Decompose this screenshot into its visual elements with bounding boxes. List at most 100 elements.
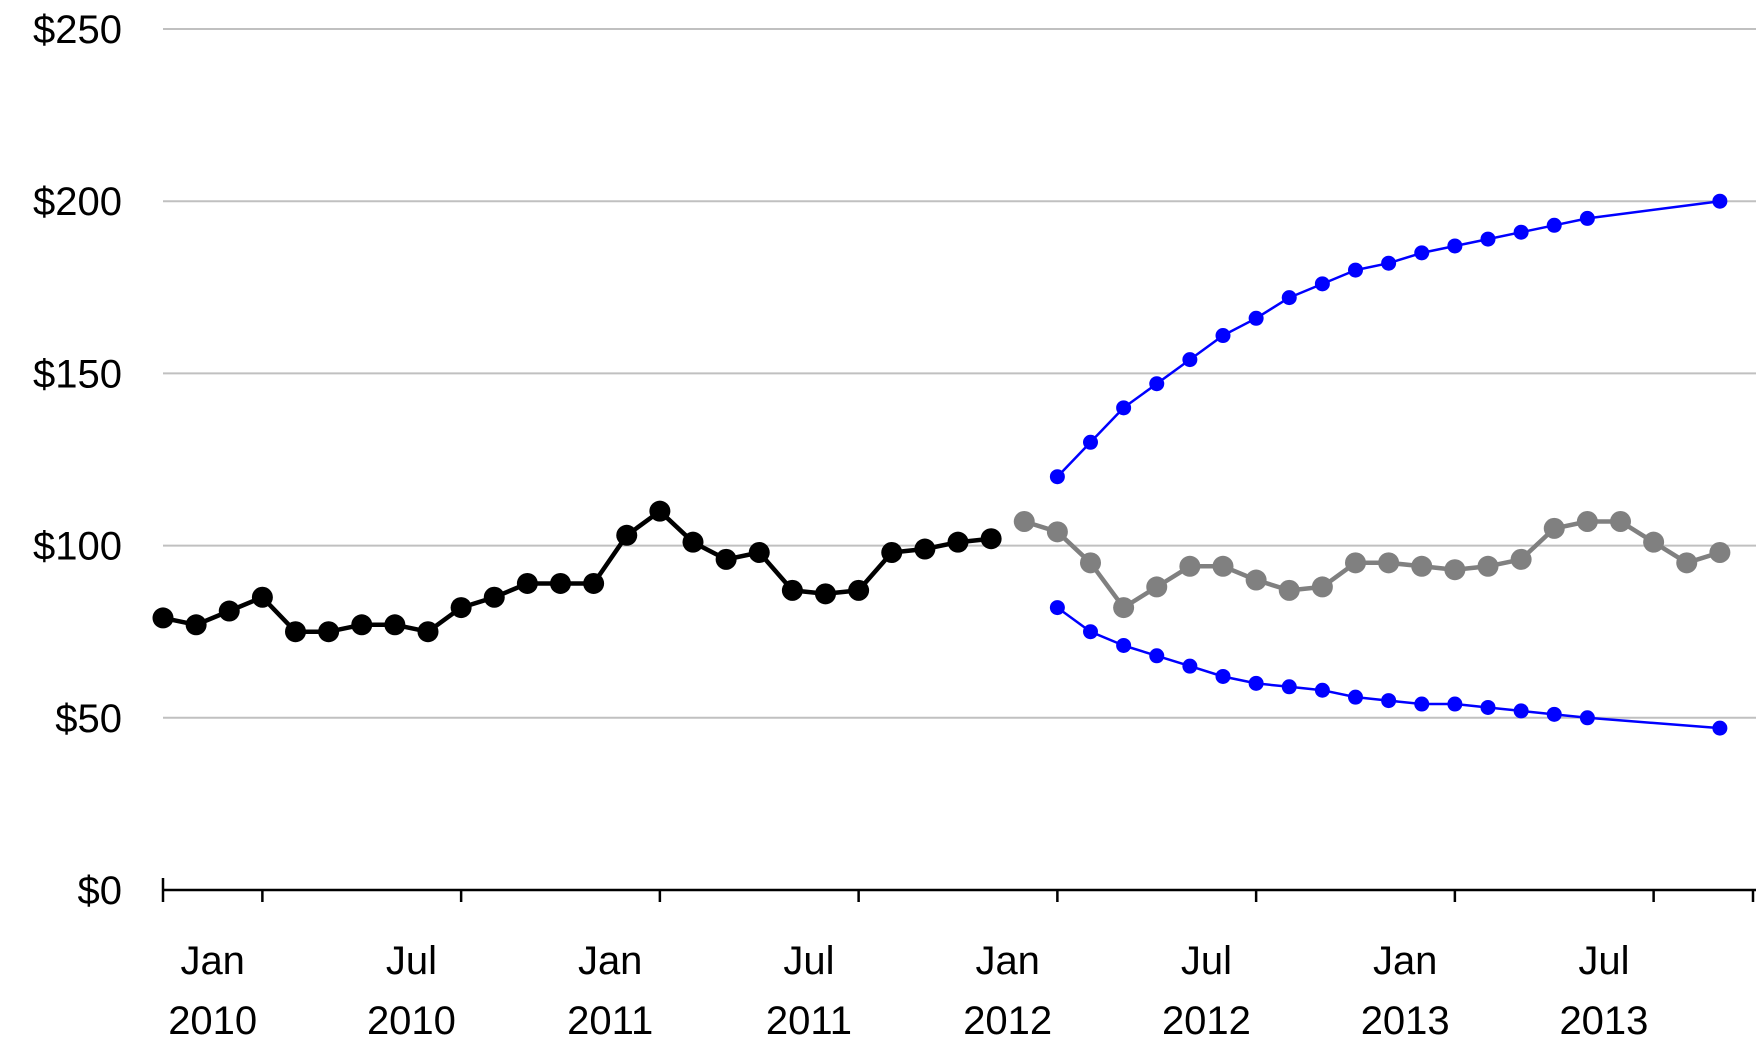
series-3-point <box>1116 637 1132 653</box>
series-0-point <box>583 572 605 594</box>
series-0-point <box>285 621 306 643</box>
series-1-point <box>1179 555 1201 577</box>
series-1-point <box>1643 531 1665 553</box>
x-tick-label-line: Jan <box>578 939 643 983</box>
series-0-point <box>516 572 538 594</box>
series-3-point <box>1579 710 1595 726</box>
series-2-point <box>1579 210 1595 226</box>
series-2-point <box>1116 400 1132 416</box>
series-1-point <box>1411 555 1433 577</box>
series-0-point <box>815 583 836 605</box>
series-1-point <box>1709 541 1731 563</box>
y-tick-label: $200 <box>33 180 122 224</box>
series-2-point <box>1149 376 1165 392</box>
series-1-point <box>1510 548 1532 570</box>
series-1-point <box>1444 559 1466 581</box>
series-0-point <box>748 541 770 563</box>
series-2-point <box>1281 290 1297 306</box>
series-0-point <box>649 500 671 522</box>
series-0-point <box>616 524 638 546</box>
series-2-point <box>1083 434 1098 450</box>
series-0-point <box>980 528 1002 550</box>
x-tick-label-line: Jul <box>1181 939 1232 983</box>
series-2-point <box>1381 255 1397 271</box>
series-3-point <box>1447 696 1463 712</box>
x-tick-label: Jan 2010 <box>168 939 257 1042</box>
y-tick-label: $100 <box>33 525 122 569</box>
series-3-point <box>1480 699 1496 715</box>
x-tick-label-line: Jan <box>180 939 245 983</box>
y-tick-label: $0 <box>78 869 123 913</box>
series-1-point <box>1278 579 1300 601</box>
y-tick-label: $50 <box>55 697 122 741</box>
x-tick-label-line: Jul <box>386 939 437 983</box>
series-2-point <box>1712 193 1728 209</box>
x-tick-label-line: 2011 <box>766 999 852 1042</box>
series-3-point <box>1414 696 1430 712</box>
series-0-line <box>162 508 992 634</box>
x-axis <box>161 878 1756 902</box>
series-0-point <box>218 600 240 622</box>
series-0-point <box>351 614 373 636</box>
series-0-point <box>550 572 571 594</box>
y-tick-label: $150 <box>33 352 122 396</box>
series-2-line <box>1056 199 1721 478</box>
series-2-point <box>1447 238 1463 254</box>
x-tick-label-line: 2013 <box>1559 999 1648 1042</box>
series-1-point <box>1676 552 1698 574</box>
series-0-point <box>715 548 737 570</box>
x-tick-label-line: Jul <box>783 939 834 983</box>
series-2-point <box>1480 231 1496 247</box>
series-2-point <box>1348 262 1363 278</box>
x-tick-label-line: 2012 <box>1162 999 1251 1042</box>
y-tick-label: $250 <box>33 8 122 52</box>
series-3-point <box>1215 668 1231 684</box>
series-0-point <box>417 621 439 643</box>
series-1-point <box>1046 521 1068 543</box>
series-3-point <box>1281 679 1297 695</box>
x-tick-label: Jan 2013 <box>1361 939 1450 1042</box>
x-tick-label: Jul 2011 <box>766 939 852 1042</box>
x-tick-label-line: 2010 <box>367 999 456 1042</box>
x-tick-label-line: 2011 <box>567 999 653 1042</box>
series-0-point <box>947 531 969 553</box>
x-tick-label-line: Jan <box>1373 939 1438 983</box>
series-1-point <box>1113 597 1135 619</box>
x-tick-label-line: Jan <box>975 939 1040 983</box>
series-2-point <box>1513 224 1529 240</box>
series-0-point <box>384 614 406 636</box>
gridlines <box>163 28 1756 719</box>
series-1-point <box>1543 517 1565 539</box>
series-0-point <box>848 579 870 601</box>
x-tick-label: Jan 2011 <box>567 939 653 1042</box>
series-0-point <box>152 607 174 629</box>
series-2-point <box>1049 469 1065 485</box>
series-3-line <box>1056 606 1720 730</box>
series-1-point <box>1080 552 1101 574</box>
series-1-point <box>1146 576 1168 598</box>
series-2-point <box>1215 328 1231 344</box>
series-0-point <box>251 586 273 608</box>
series-group <box>152 193 1731 736</box>
series-2-point <box>1546 217 1562 233</box>
tick-labels: $0 $50 $100 $150 $200 $250 Jan 2010 Jul 2010 Jan 20… <box>33 8 1648 1042</box>
series-0-point <box>781 579 803 601</box>
series-3-point <box>1381 693 1397 709</box>
series-0-point <box>682 531 704 553</box>
series-2-point <box>1182 352 1198 368</box>
series-3-point <box>1083 624 1098 640</box>
series-3-point <box>1546 706 1562 722</box>
series-2-point <box>1248 310 1264 326</box>
series-3-point <box>1149 648 1165 664</box>
series-3-point <box>1348 689 1363 705</box>
series-1-point <box>1212 555 1234 577</box>
x-tick-label-line: 2012 <box>963 999 1052 1042</box>
series-0-point <box>318 621 340 643</box>
series-1-point <box>1610 510 1631 532</box>
series-3-point <box>1049 600 1065 616</box>
series-3-point <box>1248 675 1264 691</box>
series-3-point <box>1182 658 1198 674</box>
series-0-point <box>881 541 903 563</box>
x-tick-label: Jul 2012 <box>1162 939 1251 1042</box>
